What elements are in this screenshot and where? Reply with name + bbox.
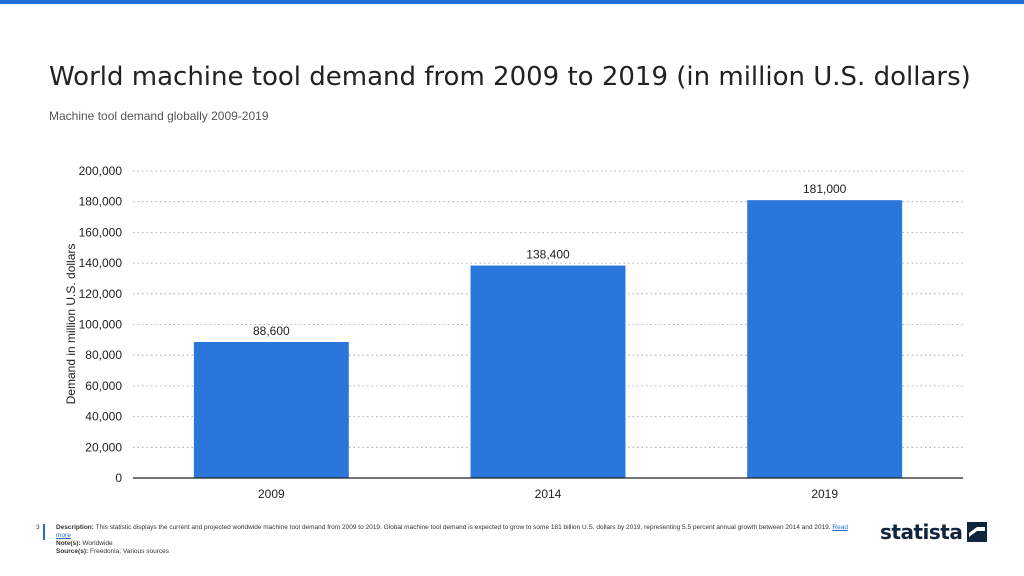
x-tick-label-2009: 2009 xyxy=(258,487,285,501)
notes-text: Worldwide xyxy=(82,540,113,547)
notes-label: Note(s): xyxy=(56,540,81,547)
y-tick-label: 20,000 xyxy=(85,440,122,454)
description-text: This statistic displays the current and … xyxy=(95,524,831,531)
footer-notes: 3 Description: This statistic displays t… xyxy=(36,524,856,556)
chart-subtitle: Machine tool demand globally 2009-2019 xyxy=(49,109,269,123)
x-tick-label-2014: 2014 xyxy=(535,487,562,501)
y-tick-label: 80,000 xyxy=(85,348,122,362)
x-tick-label-2019: 2019 xyxy=(811,487,838,501)
y-axis-ticks: 0 20,000 40,000 60,000 80,000 100,000 120,000 1… xyxy=(79,164,123,485)
y-tick-label: 100,000 xyxy=(79,318,123,332)
y-tick-label: 40,000 xyxy=(85,410,122,424)
logo-text: statista xyxy=(880,520,963,544)
source-line: Source(s): Freedonia; Various sources xyxy=(56,548,856,556)
data-label-2009: 88,600 xyxy=(253,324,290,338)
y-tick-label: 120,000 xyxy=(79,287,123,301)
notes-line: Note(s): Worldwide xyxy=(56,540,856,548)
bar-2014[interactable] xyxy=(470,265,626,478)
bar-2019[interactable] xyxy=(747,200,903,479)
y-tick-label: 160,000 xyxy=(79,225,123,239)
y-tick-label: 140,000 xyxy=(79,256,123,270)
source-text: Freedonia; Various sources xyxy=(89,548,169,555)
page-number: 3 xyxy=(36,524,40,531)
bars: 88,600 2009 138,400 2014 181,000 2019 xyxy=(193,182,903,501)
description-line: Description: This statistic displays the… xyxy=(56,524,856,540)
chart-title: World machine tool demand from 2009 to 2… xyxy=(49,62,971,92)
y-tick-label: 180,000 xyxy=(79,195,123,209)
source-label: Source(s): xyxy=(56,548,89,555)
data-label-2014: 138,400 xyxy=(526,248,570,262)
description-label: Description: xyxy=(56,524,94,531)
y-tick-label: 60,000 xyxy=(85,379,122,393)
y-axis-label: Demand in million U.S. dollars xyxy=(64,244,78,405)
top-accent-bar xyxy=(0,0,1024,4)
statista-logo-icon xyxy=(967,522,988,542)
data-label-2019: 181,000 xyxy=(803,182,847,196)
bar-2009[interactable] xyxy=(193,341,349,478)
read-more-link[interactable]: Read more xyxy=(56,524,848,539)
y-tick-label: 200,000 xyxy=(79,164,123,178)
statista-logo[interactable]: statista xyxy=(880,519,988,545)
y-tick-label: 0 xyxy=(115,471,122,485)
footer-accent-bar xyxy=(43,524,45,540)
